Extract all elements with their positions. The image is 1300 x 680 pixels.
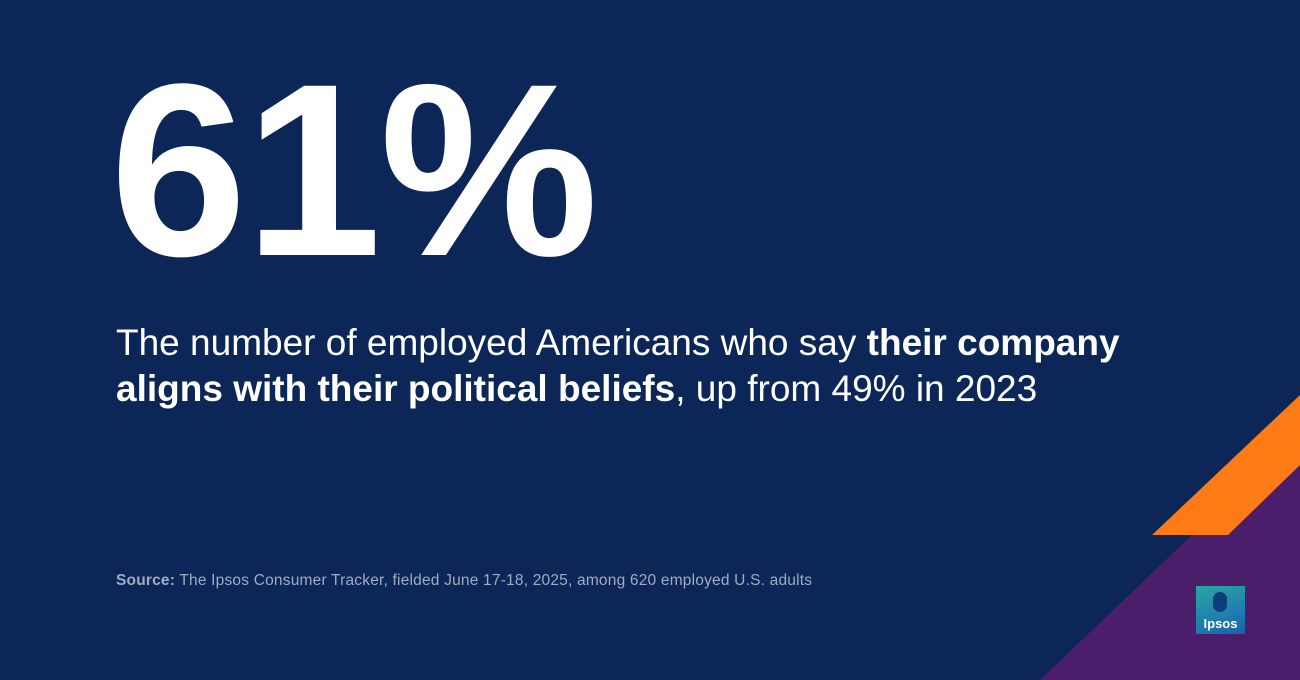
logo-mark xyxy=(1213,592,1227,612)
orange-shape xyxy=(1152,395,1300,535)
logo-text: Ipsos xyxy=(1203,616,1238,631)
headline-stat: 61% xyxy=(110,33,598,308)
description: The number of employed Americans who say… xyxy=(116,320,1176,412)
source-text: The Ipsos Consumer Tracker, fielded June… xyxy=(179,572,813,589)
source-label: Source: xyxy=(116,572,176,589)
logo: Ipsos xyxy=(1196,586,1245,634)
description-text: , up from 49% in 2023 xyxy=(675,368,1038,409)
description-emphasis: their company aligns with their politica… xyxy=(116,322,1120,409)
source: Source: The Ipsos Consumer Tracker, fiel… xyxy=(116,572,812,590)
description-text: The number of employed Americans who say xyxy=(116,322,867,363)
